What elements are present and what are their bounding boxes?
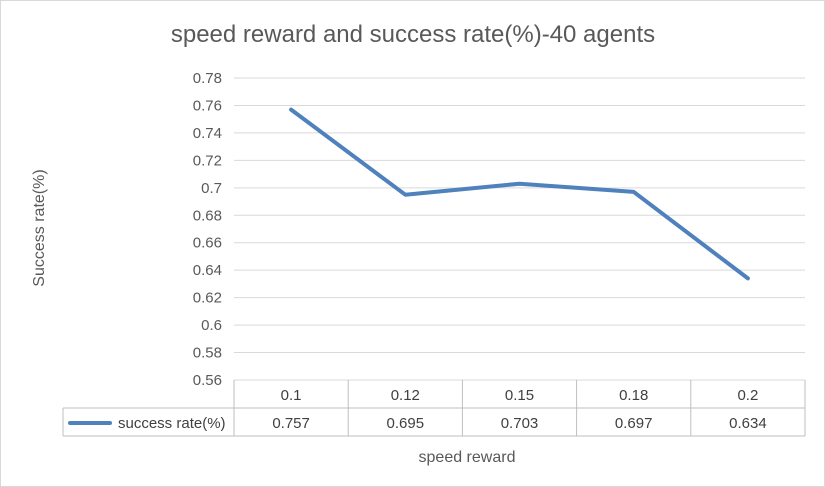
y-tick-label: 0.72: [193, 152, 222, 169]
legend-label: success rate(%): [118, 415, 226, 432]
data-label: 0.697: [615, 415, 653, 432]
data-label: 0.634: [729, 415, 767, 432]
x-tick-label: 0.15: [505, 387, 534, 404]
y-tick-label: 0.62: [193, 290, 222, 307]
y-tick-label: 0.66: [193, 235, 222, 252]
y-tick-label: 0.7: [201, 180, 222, 197]
y-tick-label: 0.78: [193, 70, 222, 87]
data-label: 0.695: [387, 415, 425, 432]
chart-title: speed reward and success rate(%)-40 agen…: [171, 21, 655, 48]
y-tick-label: 0.58: [193, 345, 222, 362]
series-line: [289, 107, 750, 281]
x-tick-label: 0.18: [619, 387, 648, 404]
series-lines: [289, 107, 750, 281]
data-table: 0.1 0.12 0.15 0.18 0.2 success rate(%) 0.757 0.…: [62, 380, 806, 437]
data-label: 0.703: [501, 415, 539, 432]
x-tick-label: 0.1: [281, 387, 302, 404]
data-label: 0.757: [272, 415, 310, 432]
y-tick-label: 0.76: [193, 97, 222, 114]
x-tick-label: 0.12: [391, 387, 420, 404]
y-axis-label: Success rate(%): [31, 169, 48, 286]
x-axis-label: speed reward: [419, 449, 516, 466]
y-tick-label: 0.74: [193, 125, 222, 142]
y-tick-label: 0.6: [201, 317, 222, 334]
y-tick-label: 0.64: [193, 262, 222, 279]
y-tick-label: 0.68: [193, 207, 222, 224]
y-axis-ticks: 0.78 0.76 0.74 0.72 0.7 0.68 0.66 0.64 0.62 0.6 0.…: [193, 70, 222, 389]
x-tick-label: 0.2: [737, 387, 758, 404]
gridlines: [234, 77, 805, 381]
y-tick-label: 0.56: [193, 372, 222, 389]
